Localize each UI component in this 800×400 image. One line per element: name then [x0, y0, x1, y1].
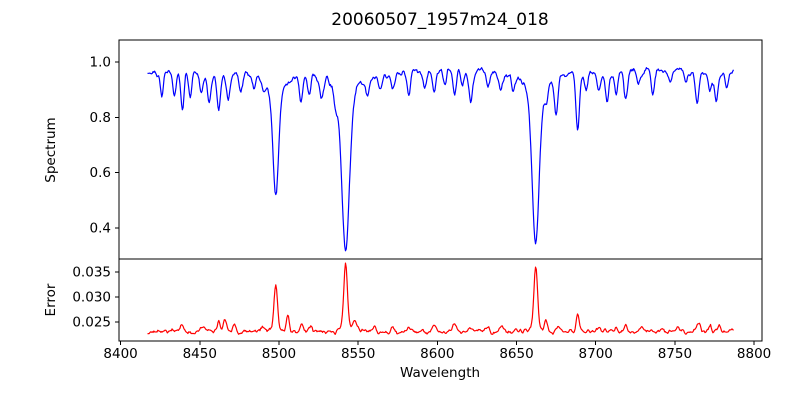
error-y-tick-label: 0.035 — [72, 265, 111, 281]
x-tick-label: 8650 — [499, 346, 533, 362]
x-tick-label: 8500 — [262, 346, 296, 362]
panel-border — [118, 39, 763, 260]
spectrum-y-tick-label: 0.8 — [90, 110, 111, 126]
panel-border — [118, 258, 763, 342]
spectrum-y-tick-label: 0.4 — [90, 221, 111, 237]
x-tick-label: 8700 — [579, 346, 613, 362]
spectrum-y-tick-label: 0.6 — [90, 165, 111, 181]
x-tick-label: 8800 — [737, 346, 771, 362]
x-tick-label: 8600 — [420, 346, 454, 362]
error-y-tick-label: 0.030 — [72, 290, 111, 306]
x-tick-label: 8400 — [103, 346, 137, 362]
x-tick-label: 8550 — [341, 346, 375, 362]
error-line — [147, 262, 734, 335]
x-tick-label: 8450 — [183, 346, 217, 362]
chart-title: 20060507_1957m24_018 — [331, 10, 549, 30]
x-tick-label: 8750 — [658, 346, 692, 362]
x-axis-label: Wavelength — [399, 365, 481, 381]
spectrum-y-tick-label: 1.0 — [90, 54, 111, 70]
error-y-tick-label: 0.025 — [72, 315, 111, 331]
spectrum-line — [147, 67, 735, 252]
